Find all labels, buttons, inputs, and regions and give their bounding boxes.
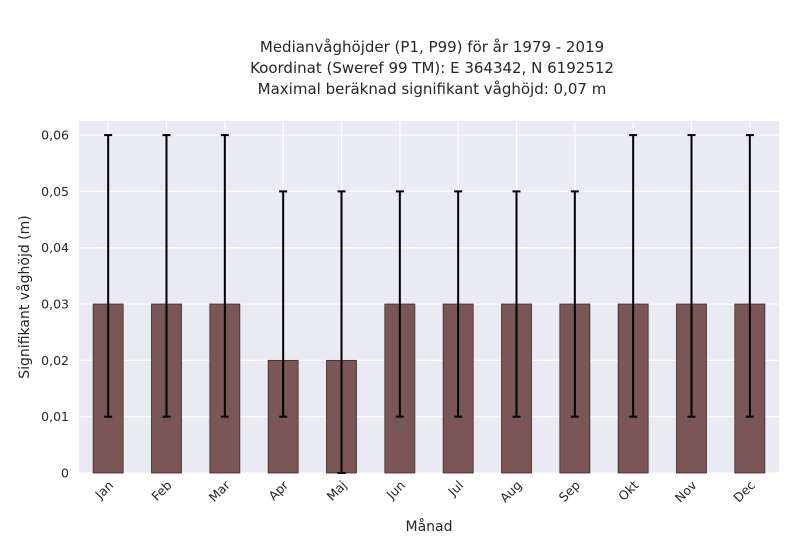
error-bar-nov (687, 134, 696, 418)
error-bar-jun (395, 190, 404, 418)
x-tick-label: Jul (444, 478, 466, 500)
y-tick-label: 0,01 (41, 409, 69, 424)
y-tick-label: 0,03 (41, 297, 69, 312)
error-bar-jul (454, 190, 463, 418)
x-tick-label: Dec (730, 477, 758, 505)
x-tick-label: Mar (206, 477, 234, 505)
chart-title: Medianvåghöjder (P1, P99) för år 1979 - … (250, 38, 614, 98)
x-tick-label: Maj (324, 478, 350, 504)
error-bar-okt (629, 134, 638, 418)
x-axis-label: Månad (406, 518, 453, 535)
chart-title-line: Koordinat (Sweref 99 TM): E 364342, N 61… (250, 59, 614, 77)
error-bars (104, 134, 754, 474)
x-tick-label: Nov (672, 477, 700, 505)
plot-area (79, 121, 779, 473)
x-tick-label: Sep (556, 477, 583, 504)
chart-title-line: Medianvåghöjder (P1, P99) för år 1979 - … (260, 38, 604, 56)
y-tick-label: 0,04 (41, 240, 69, 255)
error-bar-apr (279, 190, 288, 418)
error-bar-jan (104, 134, 113, 418)
error-bar-mar (220, 134, 229, 418)
x-tick-label: Aug (497, 478, 525, 506)
x-tick-label: Jan (91, 478, 116, 503)
x-axis: Jan Feb Mar Apr Maj Jun Jul Aug Sep Okt Nov Dec (91, 477, 758, 505)
chart-title-line: Maximal beräknad signifikant våghöjd: 0,… (258, 80, 607, 98)
y-tick-label: 0,05 (41, 184, 69, 199)
x-tick-label: Okt (615, 477, 641, 503)
y-tick-label: 0,06 (41, 128, 69, 143)
x-tick-label: Apr (265, 477, 292, 504)
x-tick-label: Jun (383, 478, 408, 503)
error-bar-dec (745, 134, 754, 418)
y-tick-label: 0 (61, 466, 69, 481)
error-bar-feb (162, 134, 171, 418)
x-tick-label: Feb (148, 477, 174, 503)
y-axis-label: Signifikant våghöjd (m) (16, 215, 33, 378)
y-axis: 0 0,01 0,02 0,03 0,04 0,05 0,06 (41, 128, 69, 481)
y-tick-label: 0,02 (41, 353, 69, 368)
error-bar-aug (512, 190, 521, 418)
error-bar-sep (570, 190, 579, 418)
error-bar-maj (337, 190, 346, 474)
